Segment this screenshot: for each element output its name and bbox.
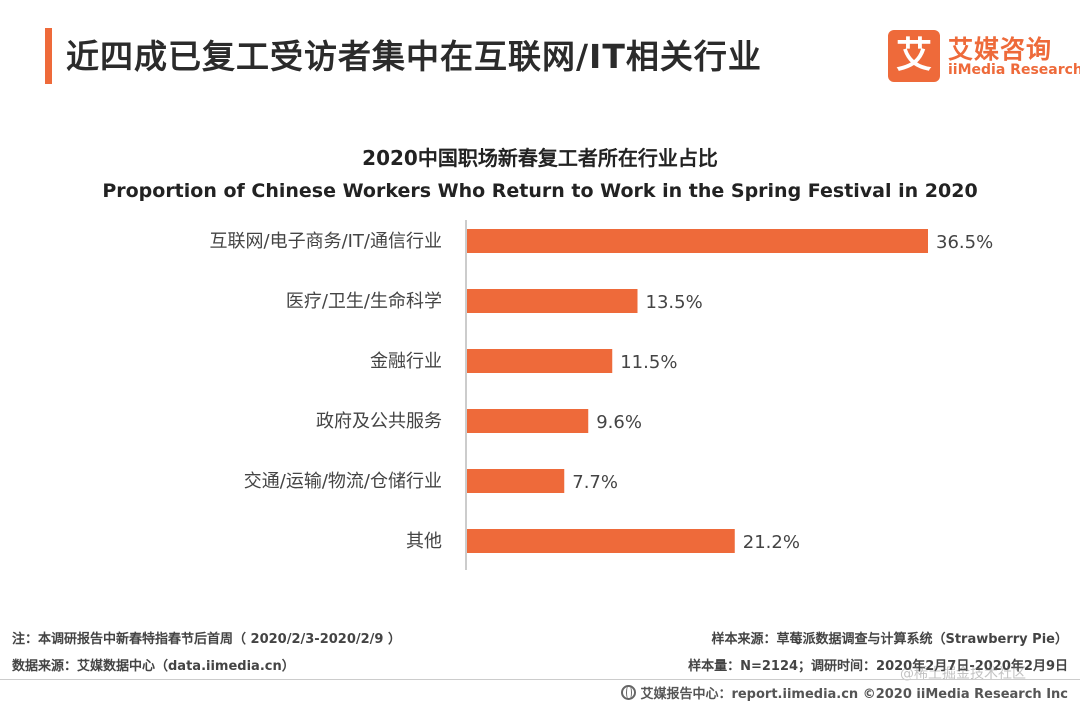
category-label: 医疗/卫生/生命科学 [286, 291, 442, 312]
globe-icon [621, 685, 637, 700]
footer-note: 注：本调研报告中新春特指春节后首周（ 2020/2/3-2020/2/9 ） [12, 632, 401, 647]
footer-sample-size: 样本量：N=2124；调研时间：2020年2月7日-2020年2月9日 [688, 659, 1068, 674]
logo-mark: 艾 [888, 30, 940, 82]
watermark: @稀土掘金技术社区 [900, 666, 1026, 682]
page-title: 近四成已复工受访者集中在互联网/IT相关行业 [66, 37, 762, 76]
report-center-text: 艾媒报告中心：report.iimedia.cn ©2020 iiMedia R… [640, 687, 1068, 702]
bar [467, 529, 735, 553]
chart-subtitle: Proportion of Chinese Workers Who Return… [102, 180, 978, 202]
category-label: 交通/运输/物流/仓储行业 [244, 471, 442, 492]
value-label: 36.5% [936, 232, 993, 253]
bar [467, 469, 565, 493]
value-label: 7.7% [572, 472, 618, 493]
bar-chart: 互联网/电子商务/IT/通信行业 36.5% 医疗/卫生/生命科学 13.5% 金融行业… [210, 220, 993, 570]
footer-data-source: 数据来源：艾媒数据中心（data.iimedia.cn） [12, 659, 295, 674]
value-label: 9.6% [596, 412, 642, 433]
title-accent-bar [45, 28, 52, 84]
value-label: 13.5% [646, 292, 703, 313]
logo-name-en: iiMedia Research [948, 62, 1080, 78]
bar [467, 229, 928, 253]
report-center-line: 艾媒报告中心：report.iimedia.cn ©2020 iiMedia R… [621, 683, 1068, 702]
category-label: 其他 [406, 531, 442, 552]
category-label: 政府及公共服务 [316, 411, 442, 432]
value-label: 21.2% [743, 532, 800, 553]
footer-sample-source: 样本来源：草莓派数据调查与计算系统（Strawberry Pie） [711, 632, 1068, 647]
category-label: 互联网/电子商务/IT/通信行业 [210, 231, 443, 252]
footer-divider [0, 679, 1080, 680]
iimedia-logo: 艾 艾媒咨询 iiMedia Research [888, 30, 1080, 82]
chart-title: 2020中国职场新春复工者所在行业占比 [362, 146, 718, 170]
value-label: 11.5% [620, 352, 677, 373]
bar [467, 409, 589, 433]
logo-name-cn: 艾媒咨询 [948, 35, 1053, 64]
bar [467, 289, 638, 313]
bar [467, 349, 613, 373]
category-label: 金融行业 [370, 351, 442, 372]
